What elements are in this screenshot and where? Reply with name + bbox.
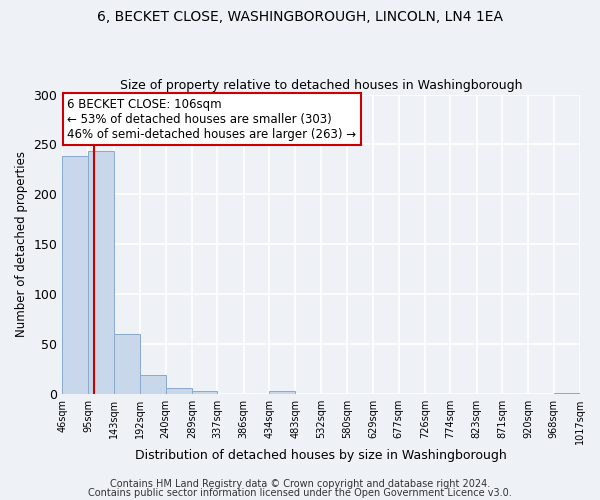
Bar [166, 388, 192, 394]
Text: Contains public sector information licensed under the Open Government Licence v3: Contains public sector information licen… [88, 488, 512, 498]
Text: 6 BECKET CLOSE: 106sqm
← 53% of detached houses are smaller (303)
46% of semi-de: 6 BECKET CLOSE: 106sqm ← 53% of detached… [67, 98, 356, 140]
Bar [192, 390, 217, 394]
Text: 6, BECKET CLOSE, WASHINGBOROUGH, LINCOLN, LN4 1EA: 6, BECKET CLOSE, WASHINGBOROUGH, LINCOLN… [97, 10, 503, 24]
Text: Contains HM Land Registry data © Crown copyright and database right 2024.: Contains HM Land Registry data © Crown c… [110, 479, 490, 489]
Bar [62, 156, 88, 394]
Bar [140, 375, 166, 394]
Bar [88, 152, 114, 394]
Bar [554, 392, 580, 394]
X-axis label: Distribution of detached houses by size in Washingborough: Distribution of detached houses by size … [135, 450, 507, 462]
Title: Size of property relative to detached houses in Washingborough: Size of property relative to detached ho… [120, 79, 523, 92]
Bar [269, 390, 295, 394]
Y-axis label: Number of detached properties: Number of detached properties [15, 151, 28, 337]
Bar [114, 334, 140, 394]
